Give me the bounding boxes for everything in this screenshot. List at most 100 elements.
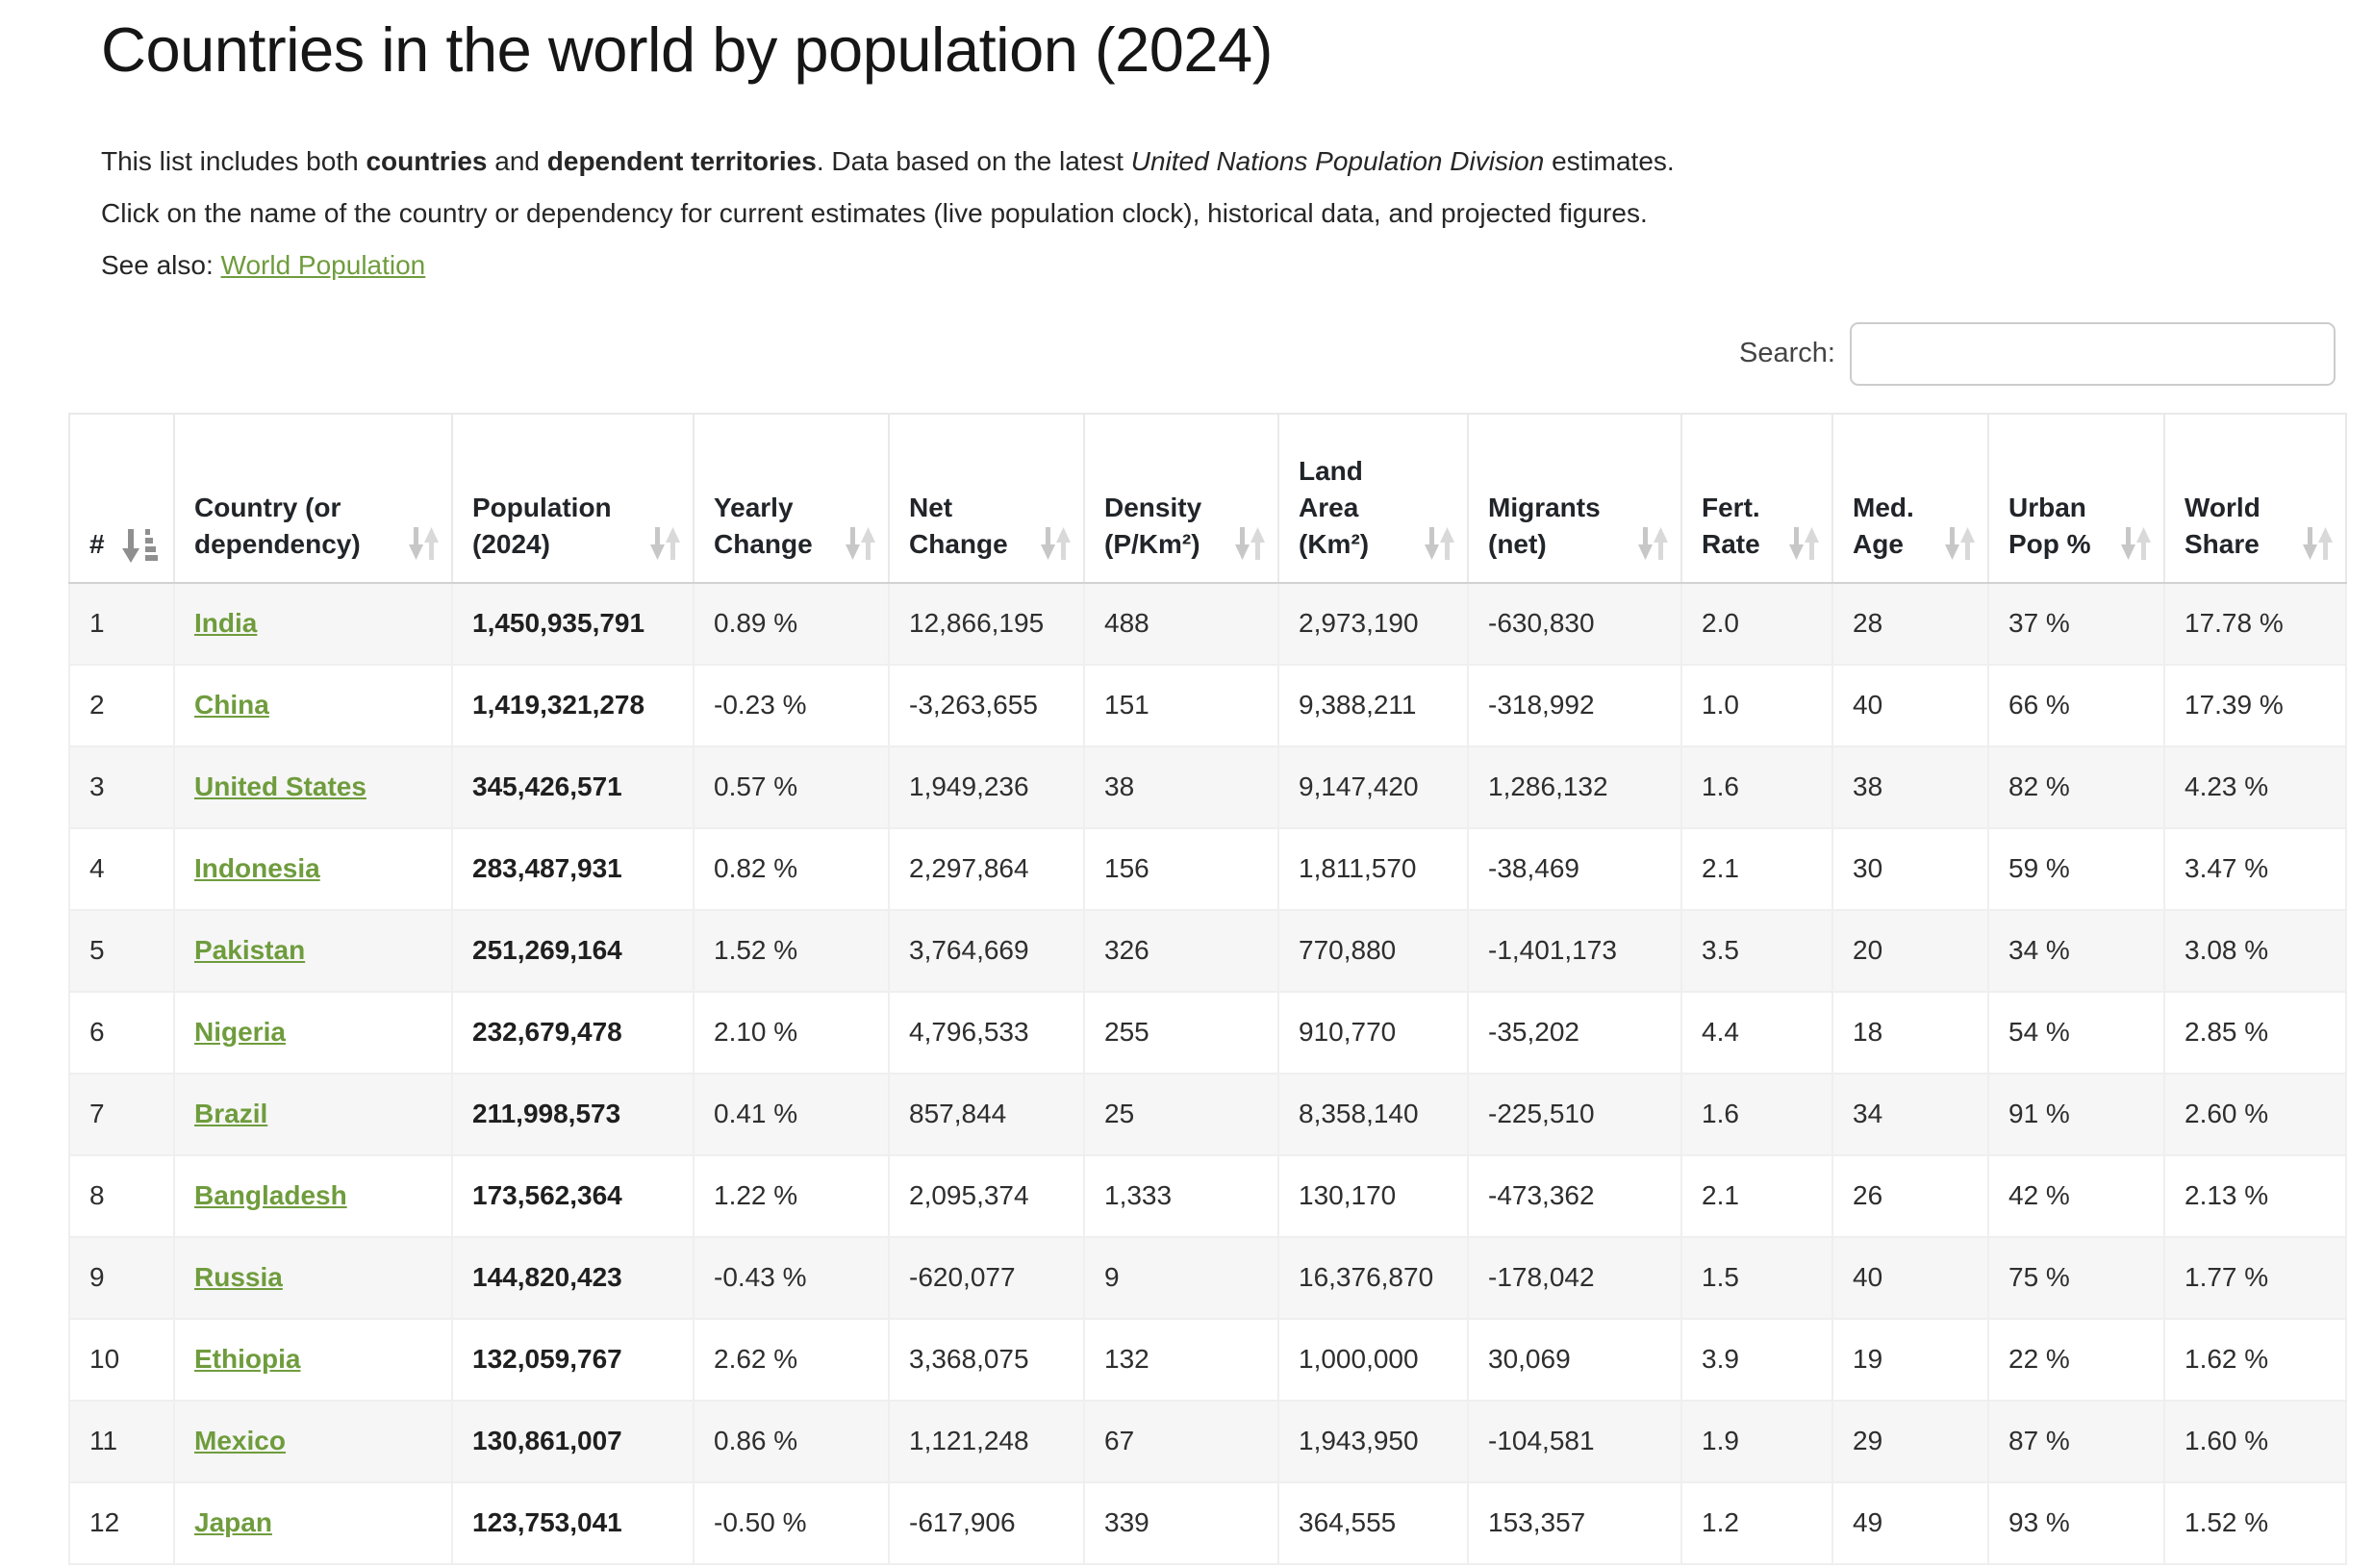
table-row: 2 China 1,419,321,278 -0.23 % -3,263,655… <box>68 663 2347 747</box>
column-header-yearly-change[interactable]: Yearly Change <box>693 412 890 584</box>
rank-cell: 2 <box>68 663 175 747</box>
column-header-label: Density (P/Km²) <box>1104 492 1202 559</box>
density-cell: 339 <box>1083 1480 1279 1565</box>
column-header-land-area[interactable]: Land Area (Km²) <box>1277 412 1469 584</box>
rank-cell: 12 <box>68 1480 175 1565</box>
column-header-world-share[interactable]: World Share <box>2163 412 2347 584</box>
column-header-label: # <box>89 528 105 559</box>
land-area-cell: 910,770 <box>1277 990 1469 1075</box>
med-age-cell: 30 <box>1831 826 1989 911</box>
population-table: # Country (or dependency) Population (20… <box>68 412 2347 1565</box>
country-link[interactable]: Russia <box>194 1262 283 1293</box>
country-link[interactable]: China <box>194 690 269 721</box>
yearly-change-cell: 2.10 % <box>693 990 890 1075</box>
column-header-label: Land Area (Km²) <box>1299 455 1370 559</box>
world-population-link[interactable]: World Population <box>220 249 426 280</box>
yearly-change-cell: 1.22 % <box>693 1153 890 1238</box>
country-link[interactable]: United States <box>194 771 366 802</box>
country-link[interactable]: Indonesia <box>194 853 320 884</box>
migrants-cell: 153,357 <box>1467 1480 1682 1565</box>
urban-pop-cell: 54 % <box>1987 990 2165 1075</box>
net-change-cell: 3,368,075 <box>888 1317 1085 1402</box>
column-header-med-age[interactable]: Med. Age <box>1831 412 1989 584</box>
population-cell: 132,059,767 <box>451 1317 695 1402</box>
column-header-rank[interactable]: # <box>68 412 175 584</box>
table-row: 12 Japan 123,753,041 -0.50 % -617,906 33… <box>68 1480 2347 1565</box>
country-link[interactable]: Ethiopia <box>194 1344 301 1375</box>
rank-cell: 1 <box>68 581 175 666</box>
fert-rate-cell: 2.1 <box>1680 826 1833 911</box>
world-share-cell: 1.77 % <box>2163 1235 2347 1320</box>
column-header-population[interactable]: Population (2024) <box>451 412 695 584</box>
column-header-label: Urban Pop % <box>2008 492 2091 559</box>
world-share-cell: 1.62 % <box>2163 1317 2347 1402</box>
yearly-change-cell: -0.43 % <box>693 1235 890 1320</box>
country-link[interactable]: Japan <box>194 1507 272 1538</box>
net-change-cell: 2,297,864 <box>888 826 1085 911</box>
urban-pop-cell: 82 % <box>1987 745 2165 829</box>
table-row: 1 India 1,450,935,791 0.89 % 12,866,195 … <box>68 581 2347 666</box>
country-cell: China <box>173 663 453 747</box>
table-row: 10 Ethiopia 132,059,767 2.62 % 3,368,075… <box>68 1317 2347 1402</box>
fert-rate-cell: 3.9 <box>1680 1317 1833 1402</box>
world-share-cell: 3.47 % <box>2163 826 2347 911</box>
net-change-cell: -620,077 <box>888 1235 1085 1320</box>
table-row: 5 Pakistan 251,269,164 1.52 % 3,764,669 … <box>68 908 2347 993</box>
intro-segment: estimates. <box>1544 145 1675 176</box>
fert-rate-cell: 1.5 <box>1680 1235 1833 1320</box>
intro-segment-bold: countries <box>366 145 488 176</box>
sort-toggle-icon <box>846 526 875 560</box>
column-header-fert-rate[interactable]: Fert. Rate <box>1680 412 1833 584</box>
land-area-cell: 9,147,420 <box>1277 745 1469 829</box>
country-link[interactable]: Mexico <box>194 1426 286 1456</box>
search-input[interactable] <box>1850 321 2336 386</box>
country-cell: India <box>173 581 453 666</box>
country-link[interactable]: Bangladesh <box>194 1180 347 1211</box>
intro-segment: This list includes both <box>101 145 366 176</box>
density-cell: 326 <box>1083 908 1279 993</box>
country-link[interactable]: Pakistan <box>194 935 306 966</box>
urban-pop-cell: 22 % <box>1987 1317 2165 1402</box>
column-header-country[interactable]: Country (or dependency) <box>173 412 453 584</box>
net-change-cell: 3,764,669 <box>888 908 1085 993</box>
column-header-label: Country (or dependency) <box>194 492 361 559</box>
table-row: 9 Russia 144,820,423 -0.43 % -620,077 9 … <box>68 1235 2347 1320</box>
rank-cell: 8 <box>68 1153 175 1238</box>
column-header-migrants[interactable]: Migrants (net) <box>1467 412 1682 584</box>
net-change-cell: 1,121,248 <box>888 1399 1085 1483</box>
column-header-net-change[interactable]: Net Change <box>888 412 1085 584</box>
country-link[interactable]: Brazil <box>194 1099 268 1129</box>
column-header-urban-pop[interactable]: Urban Pop % <box>1987 412 2165 584</box>
page-title: Countries in the world by population (20… <box>101 14 1273 85</box>
urban-pop-cell: 37 % <box>1987 581 2165 666</box>
world-share-cell: 4.23 % <box>2163 745 2347 829</box>
net-change-cell: 857,844 <box>888 1072 1085 1156</box>
net-change-cell: -3,263,655 <box>888 663 1085 747</box>
migrants-cell: -104,581 <box>1467 1399 1682 1483</box>
fert-rate-cell: 1.6 <box>1680 1072 1833 1156</box>
net-change-cell: 4,796,533 <box>888 990 1085 1075</box>
rank-cell: 7 <box>68 1072 175 1156</box>
column-header-label: Fert. Rate <box>1702 492 1760 559</box>
country-link[interactable]: Nigeria <box>194 1017 286 1048</box>
country-cell: Japan <box>173 1480 453 1565</box>
population-cell: 1,419,321,278 <box>451 663 695 747</box>
search-row: Search: <box>0 321 2336 386</box>
med-age-cell: 40 <box>1831 663 1989 747</box>
med-age-cell: 19 <box>1831 1317 1989 1402</box>
med-age-cell: 26 <box>1831 1153 1989 1238</box>
migrants-cell: -318,992 <box>1467 663 1682 747</box>
rank-cell: 11 <box>68 1399 175 1483</box>
density-cell: 151 <box>1083 663 1279 747</box>
net-change-cell: 12,866,195 <box>888 581 1085 666</box>
land-area-cell: 770,880 <box>1277 908 1469 993</box>
urban-pop-cell: 59 % <box>1987 826 2165 911</box>
land-area-cell: 1,943,950 <box>1277 1399 1469 1483</box>
fert-rate-cell: 2.1 <box>1680 1153 1833 1238</box>
column-header-density[interactable]: Density (P/Km²) <box>1083 412 1279 584</box>
land-area-cell: 9,388,211 <box>1277 663 1469 747</box>
country-link[interactable]: India <box>194 608 258 639</box>
country-cell: Mexico <box>173 1399 453 1483</box>
land-area-cell: 1,000,000 <box>1277 1317 1469 1402</box>
urban-pop-cell: 87 % <box>1987 1399 2165 1483</box>
